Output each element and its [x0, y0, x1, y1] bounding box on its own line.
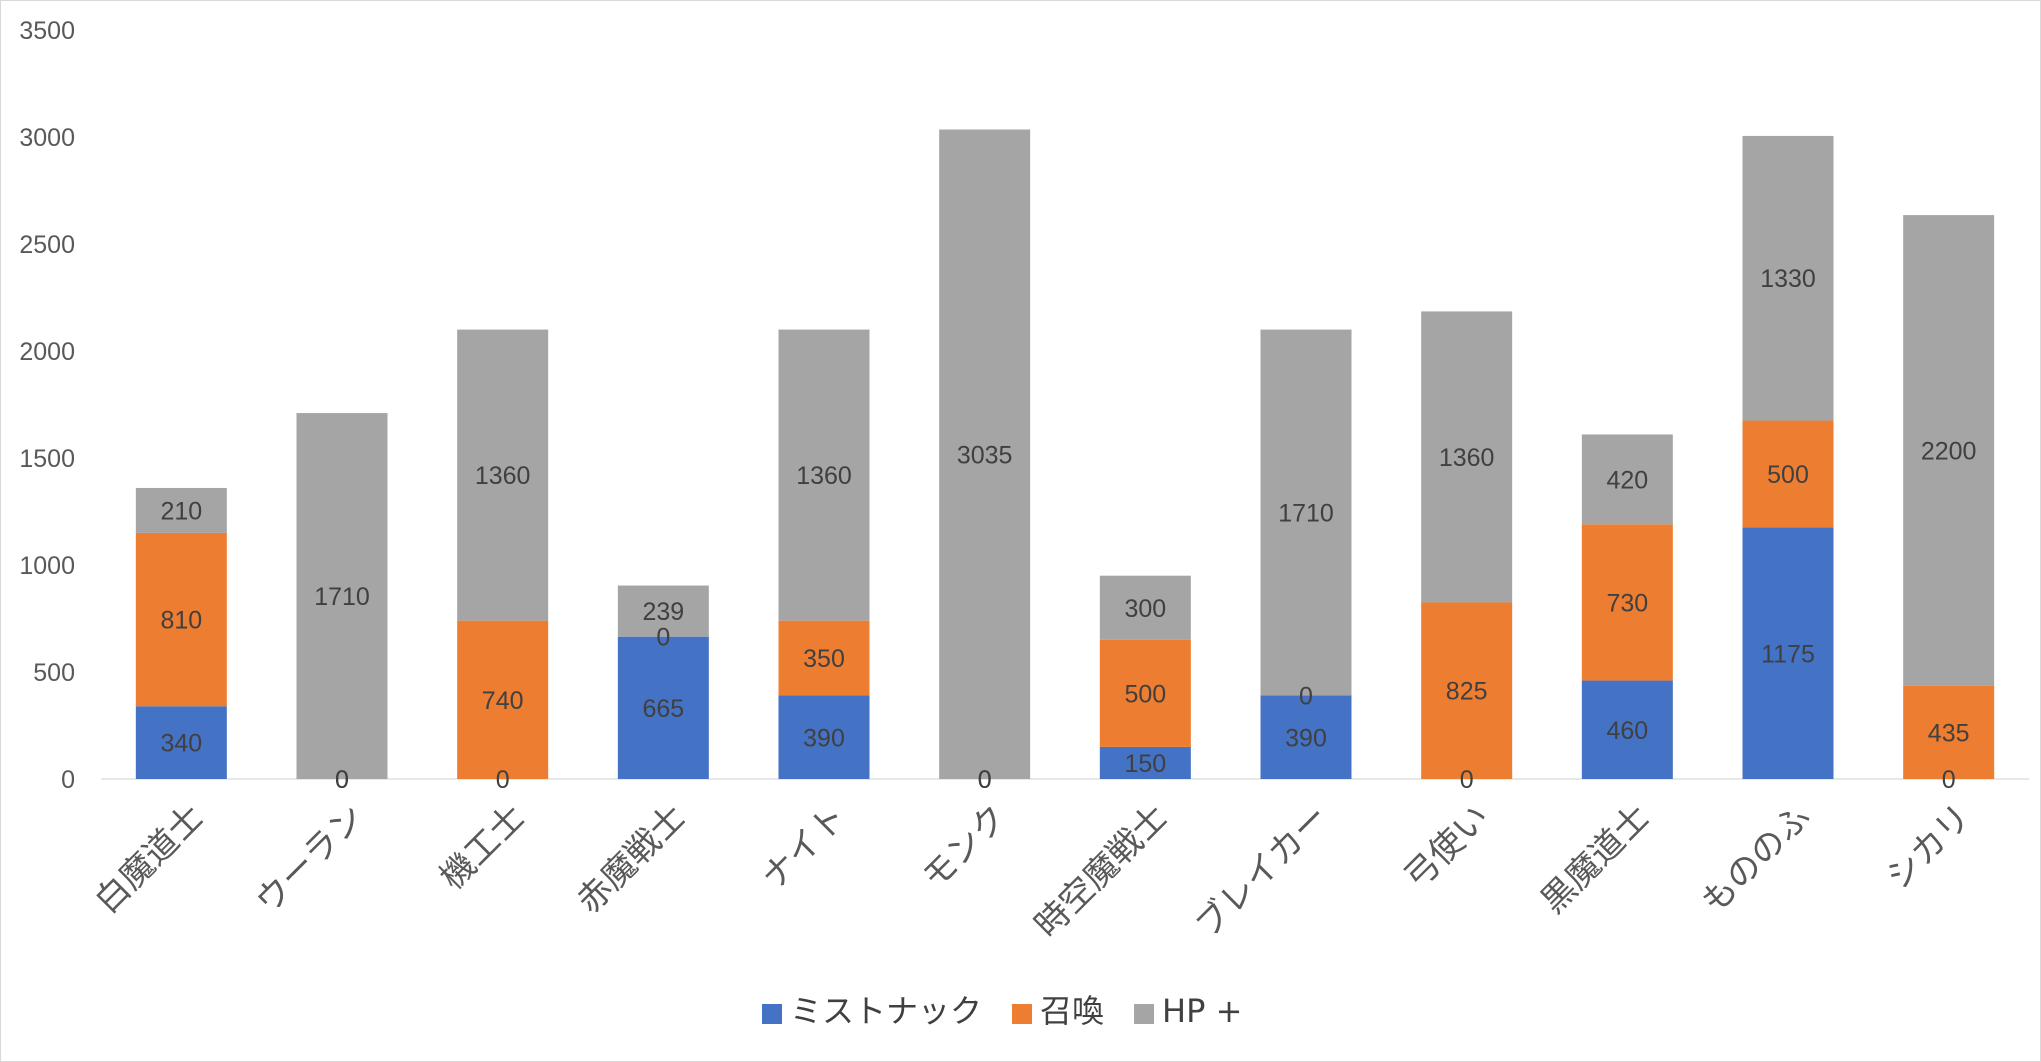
legend: ミストナック 召喚 HP +	[762, 992, 1242, 1030]
bar-2-10	[1742, 135, 1834, 421]
y-tick-label: 3500	[19, 17, 75, 45]
category-label: ブレイカー	[1188, 797, 1336, 945]
data-label-0-4: 390	[803, 724, 845, 752]
data-label-1-11: 435	[1928, 719, 1970, 747]
bar-0-4	[778, 695, 870, 779]
data-label-1-9: 730	[1606, 589, 1648, 617]
data-label-2-1: 1710	[314, 583, 370, 611]
data-label-2-9: 420	[1606, 466, 1648, 494]
data-label-0-2: 0	[496, 766, 510, 794]
category-label: もののふ	[1694, 797, 1818, 921]
data-label-0-3: 665	[642, 695, 684, 723]
legend-swatch-1	[1012, 1004, 1033, 1024]
category-label: ナイト	[754, 797, 854, 897]
category-label: ウーラン	[248, 797, 372, 921]
y-tick-label: 3000	[19, 124, 75, 152]
data-label-0-11: 0	[1942, 766, 1956, 794]
bar-2-0	[135, 487, 227, 533]
bar-2-11	[1903, 215, 1995, 686]
bar-0-10	[1742, 527, 1834, 779]
bar-1-10	[1742, 420, 1834, 528]
data-label-2-2: 1360	[475, 462, 531, 490]
bar-0-6	[1099, 746, 1191, 779]
data-label-2-3: 239	[642, 598, 684, 626]
category-label: 時空魔戦士	[1027, 797, 1175, 945]
bar-2-9	[1581, 434, 1673, 525]
bar-0-3	[617, 636, 709, 779]
data-label-2-6: 300	[1124, 595, 1166, 623]
bar-0-9	[1581, 680, 1673, 779]
data-label-2-10: 1330	[1760, 265, 1816, 293]
data-label-1-1: 0	[335, 766, 349, 794]
category-label: モンク	[915, 797, 1015, 897]
data-label-2-8: 1360	[1439, 444, 1495, 472]
bar-2-7	[1260, 329, 1352, 696]
data-label-1-10: 500	[1767, 461, 1809, 489]
bar-1-2	[457, 620, 549, 779]
category-label: 白魔道士	[87, 797, 211, 921]
legend-swatch-2	[1134, 1004, 1155, 1024]
bar-2-1	[296, 413, 388, 779]
bar-1-8	[1421, 602, 1513, 779]
y-tick-label: 1500	[19, 445, 75, 473]
bar-0-7	[1260, 695, 1352, 779]
y-tick-label: 500	[33, 659, 75, 687]
category-label: 赤魔戦士	[569, 797, 693, 921]
data-label-1-7: 0	[1299, 683, 1313, 711]
data-label-1-3: 0	[656, 624, 670, 652]
data-label-0-8: 0	[1460, 766, 1474, 794]
data-label-0-10: 1175	[1761, 640, 1815, 668]
bar-2-2	[457, 329, 549, 621]
y-tick-label: 0	[61, 766, 75, 794]
y-tick-label: 2500	[19, 231, 75, 259]
category-label: 弓使い	[1397, 797, 1497, 897]
legend-label-2: HP +	[1162, 992, 1242, 1030]
legend-swatch-0	[762, 1004, 782, 1024]
bar-2-4	[778, 329, 870, 621]
bar-1-4	[778, 620, 870, 696]
bar-2-6	[1099, 575, 1191, 640]
data-label-2-11: 2200	[1921, 438, 1977, 466]
data-label-layer: 3408102100017100740136066502393903501360…	[160, 265, 1976, 794]
bar-1-6	[1099, 639, 1191, 747]
bar-layer	[135, 129, 1995, 779]
data-label-1-6: 500	[1124, 680, 1166, 708]
data-label-0-9: 460	[1606, 717, 1648, 745]
category-label: 機工士	[433, 797, 533, 897]
bar-1-0	[135, 532, 227, 707]
data-label-0-5: 0	[978, 766, 992, 794]
bar-1-9	[1581, 524, 1673, 681]
data-label-1-5: 0	[978, 766, 992, 794]
bar-0-0	[135, 706, 227, 779]
data-label-1-0: 810	[160, 607, 202, 635]
category-label: シカリ	[1879, 797, 1979, 897]
bar-2-5	[939, 129, 1031, 779]
data-label-2-0: 210	[160, 497, 202, 525]
data-label-0-1: 0	[335, 766, 349, 794]
data-label-0-7: 390	[1285, 724, 1327, 752]
data-label-1-4: 350	[803, 645, 845, 673]
data-label-0-6: 150	[1124, 750, 1166, 778]
bar-1-11	[1903, 685, 1995, 779]
y-tick-label: 2000	[19, 338, 75, 366]
bar-2-3	[617, 585, 709, 637]
data-label-2-7: 1710	[1278, 500, 1334, 528]
category-label: 黒魔道士	[1533, 797, 1657, 921]
data-label-2-4: 1360	[796, 462, 852, 490]
data-label-1-8: 825	[1446, 678, 1488, 706]
y-tick-label: 1000	[19, 552, 75, 580]
data-label-0-0: 340	[160, 730, 202, 758]
data-label-2-5: 3035	[957, 441, 1013, 469]
legend-label-0: ミストナック	[790, 992, 982, 1030]
category-label-layer: 白魔道士 ウーラン 機工士 赤魔戦士 ナイト モンク 時空魔戦士 ブレイカー 弓使い 黒魔道士 もの…	[87, 797, 1979, 945]
legend-label-1: 召喚	[1040, 992, 1104, 1030]
data-label-1-2: 740	[482, 687, 524, 715]
bar-2-8	[1421, 311, 1513, 603]
